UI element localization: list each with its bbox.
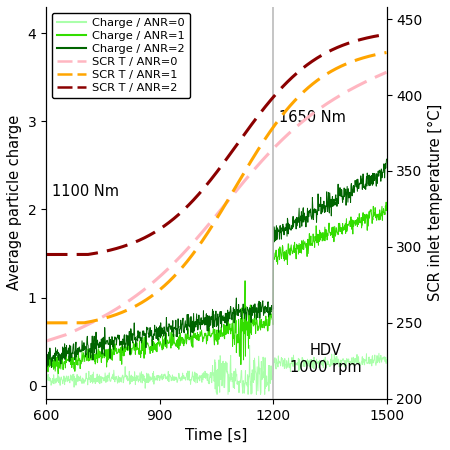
Y-axis label: Average particle charge: Average particle charge (7, 115, 22, 291)
X-axis label: Time [s]: Time [s] (185, 428, 248, 443)
Text: 1650 Nm: 1650 Nm (279, 109, 346, 125)
Legend: Charge / ANR=0, Charge / ANR=1, Charge / ANR=2, SCR T / ANR=0, SCR T / ANR=1, SC: Charge / ANR=0, Charge / ANR=1, Charge /… (52, 13, 190, 98)
Text: 1100 Nm: 1100 Nm (52, 184, 119, 199)
Y-axis label: SCR inlet temperature [°C]: SCR inlet temperature [°C] (428, 104, 443, 302)
Text: HDV
1000 rpm: HDV 1000 rpm (290, 342, 362, 375)
